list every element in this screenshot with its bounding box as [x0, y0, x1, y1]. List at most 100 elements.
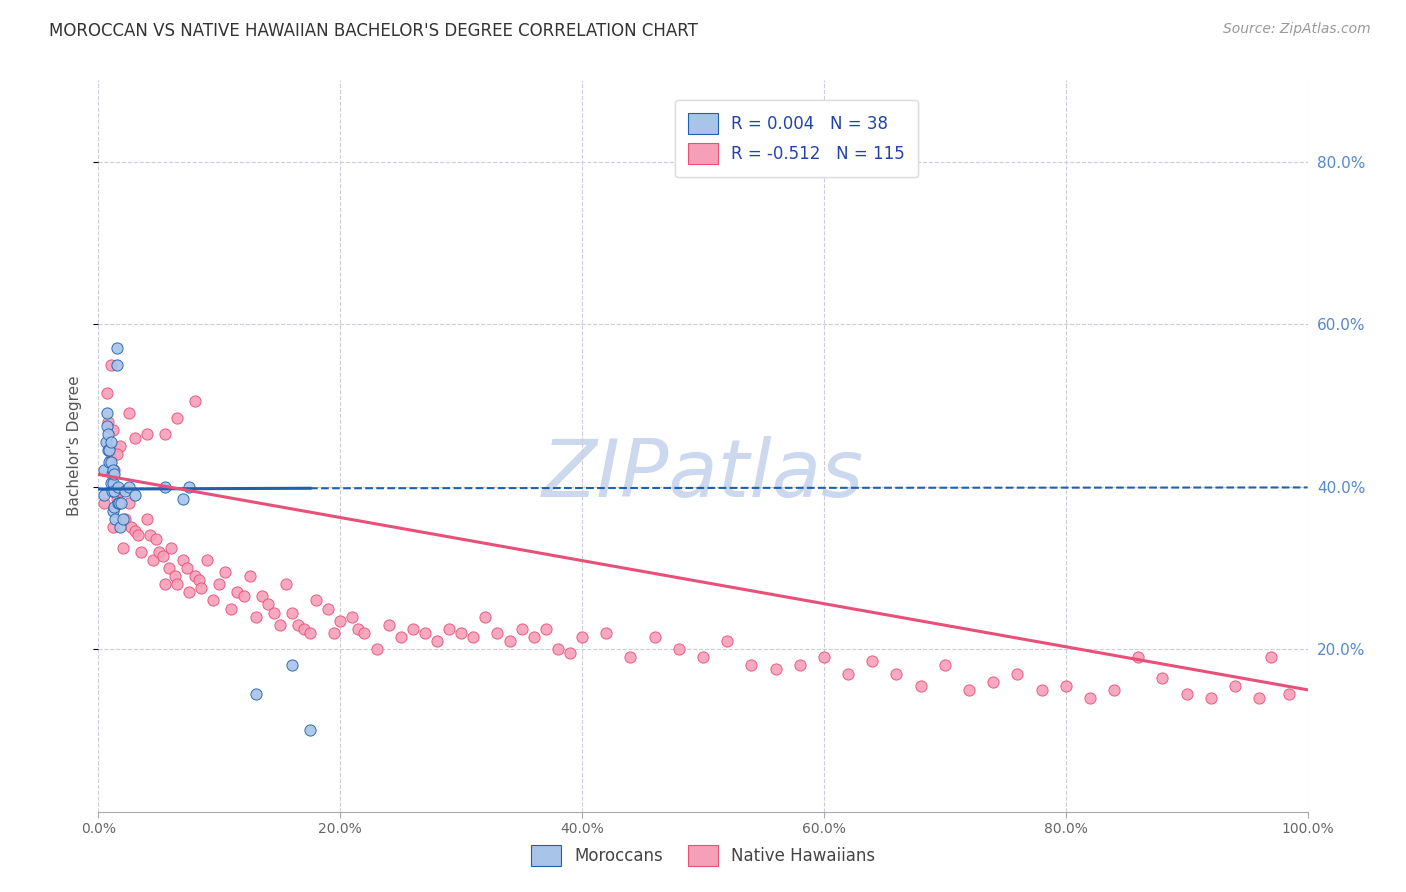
- Point: [547, 642, 569, 657]
- Point: [96, 407, 118, 421]
- Point: [813, 650, 835, 665]
- Point: [245, 687, 267, 701]
- Point: [716, 634, 738, 648]
- Point: [108, 520, 131, 534]
- Point: [101, 423, 124, 437]
- Point: [558, 646, 581, 660]
- Point: [166, 410, 188, 425]
- Point: [148, 544, 170, 558]
- Point: [329, 614, 352, 628]
- Point: [837, 666, 859, 681]
- Point: [103, 483, 125, 498]
- Point: [97, 426, 120, 441]
- Point: [886, 666, 908, 681]
- Point: [108, 496, 131, 510]
- Point: [172, 491, 194, 506]
- Point: [157, 561, 180, 575]
- Point: [981, 674, 1004, 689]
- Text: ZIPatlas: ZIPatlas: [541, 436, 865, 515]
- Point: [692, 650, 714, 665]
- Point: [124, 431, 146, 445]
- Point: [534, 622, 557, 636]
- Point: [111, 512, 134, 526]
- Point: [98, 455, 121, 469]
- Point: [571, 630, 593, 644]
- Point: [93, 488, 115, 502]
- Point: [114, 483, 136, 498]
- Legend: Moroccans, Native Hawaiians: Moroccans, Native Hawaiians: [523, 837, 883, 875]
- Point: [104, 512, 127, 526]
- Text: MOROCCAN VS NATIVE HAWAIIAN BACHELOR'S DEGREE CORRELATION CHART: MOROCCAN VS NATIVE HAWAIIAN BACHELOR'S D…: [49, 22, 699, 40]
- Point: [208, 577, 231, 591]
- Point: [135, 426, 157, 441]
- Point: [105, 491, 128, 506]
- Point: [101, 475, 124, 490]
- Point: [96, 418, 118, 433]
- Point: [176, 561, 198, 575]
- Point: [195, 553, 218, 567]
- Point: [101, 520, 124, 534]
- Point: [287, 617, 309, 632]
- Point: [153, 480, 176, 494]
- Point: [97, 443, 120, 458]
- Point: [142, 553, 165, 567]
- Point: [184, 394, 207, 409]
- Point: [305, 593, 328, 607]
- Text: Source: ZipAtlas.com: Source: ZipAtlas.com: [1223, 22, 1371, 37]
- Point: [101, 463, 124, 477]
- Point: [124, 488, 146, 502]
- Point: [1054, 679, 1077, 693]
- Point: [110, 496, 132, 510]
- Point: [463, 630, 485, 644]
- Point: [179, 585, 201, 599]
- Point: [957, 682, 980, 697]
- Point: [120, 520, 142, 534]
- Point: [498, 634, 520, 648]
- Point: [426, 634, 449, 648]
- Point: [107, 480, 129, 494]
- Point: [153, 426, 176, 441]
- Point: [1249, 690, 1271, 705]
- Point: [486, 626, 509, 640]
- Point: [342, 609, 364, 624]
- Point: [145, 533, 167, 547]
- Point: [1278, 687, 1301, 701]
- Point: [437, 622, 460, 636]
- Point: [269, 617, 291, 632]
- Point: [1102, 682, 1125, 697]
- Point: [172, 553, 194, 567]
- Point: [316, 601, 339, 615]
- Point: [860, 654, 883, 668]
- Point: [96, 386, 118, 401]
- Point: [114, 512, 136, 526]
- Point: [595, 626, 617, 640]
- Point: [402, 622, 425, 636]
- Point: [135, 512, 157, 526]
- Point: [100, 434, 122, 449]
- Point: [124, 524, 146, 539]
- Point: [245, 609, 267, 624]
- Point: [1128, 650, 1150, 665]
- Point: [105, 358, 128, 372]
- Point: [152, 549, 174, 563]
- Point: [100, 455, 122, 469]
- Point: [163, 569, 186, 583]
- Point: [118, 407, 141, 421]
- Point: [226, 585, 249, 599]
- Point: [108, 483, 131, 498]
- Point: [103, 500, 125, 514]
- Point: [1175, 687, 1198, 701]
- Point: [1260, 650, 1282, 665]
- Point: [256, 598, 278, 612]
- Point: [353, 626, 375, 640]
- Point: [187, 573, 209, 587]
- Point: [160, 541, 183, 555]
- Point: [100, 483, 122, 498]
- Point: [100, 451, 122, 466]
- Point: [281, 658, 304, 673]
- Point: [184, 569, 207, 583]
- Point: [105, 447, 128, 461]
- Point: [413, 626, 436, 640]
- Point: [323, 626, 346, 640]
- Point: [292, 622, 315, 636]
